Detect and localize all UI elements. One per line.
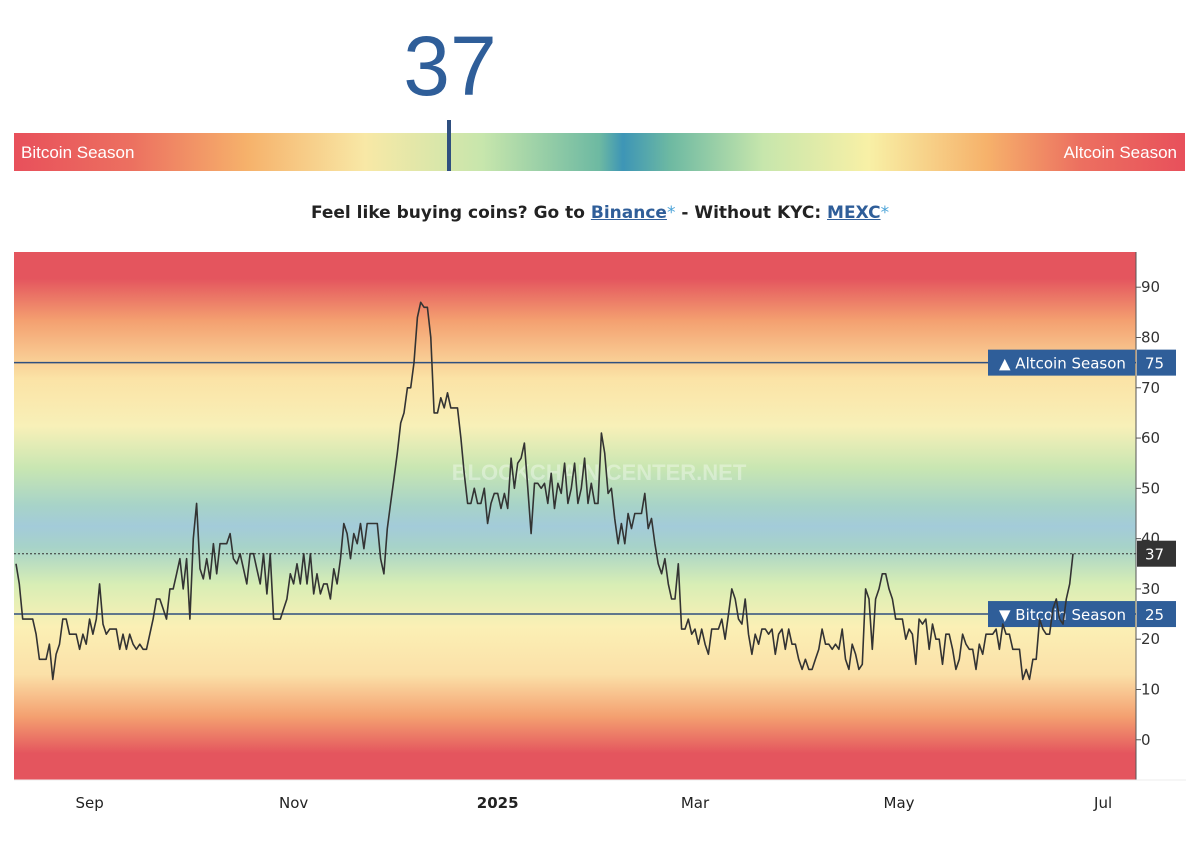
index-series-line	[15, 301, 1074, 681]
y-tick-label: 90	[1141, 278, 1160, 296]
current-value-label: 37	[1145, 546, 1164, 564]
mexc-star: *	[880, 203, 890, 223]
binance-link[interactable]: Binance	[590, 203, 667, 223]
index-value: 37	[403, 19, 497, 113]
promo-text: Feel like buying coins? Go to Binance* -…	[0, 203, 1200, 223]
index-marker	[447, 120, 451, 171]
threshold-value-badge	[1137, 349, 1176, 376]
threshold-value-label: 25	[1145, 606, 1164, 624]
x-tick-label: May	[884, 794, 915, 812]
x-tick-label: 2025	[477, 794, 519, 812]
altcoin-season-label: Altcoin Season	[1063, 143, 1177, 162]
chart-background	[14, 252, 1136, 780]
y-tick-label: 30	[1141, 580, 1160, 598]
threshold-value-label: 75	[1145, 355, 1164, 373]
y-tick-label: 20	[1141, 630, 1160, 648]
x-tick-label: Mar	[681, 794, 710, 812]
threshold-label: ▲ Altcoin Season	[999, 355, 1126, 373]
threshold-value-badge	[1137, 601, 1176, 628]
season-gradient-bar	[14, 133, 1185, 171]
binance-star: *	[666, 203, 676, 223]
bitcoin-season-label: Bitcoin Season	[21, 143, 135, 162]
y-tick-label: 80	[1141, 328, 1160, 346]
season-index-chart: BLOCKCHAIN CENTER.NET0102030405060708090…	[14, 252, 1186, 812]
x-tick-label: Nov	[279, 794, 308, 812]
y-tick-label: 60	[1141, 429, 1160, 447]
y-tick-label: 50	[1141, 479, 1160, 497]
current-value-badge	[1137, 540, 1176, 567]
promo-prefix: Feel like buying coins? Go to	[310, 203, 591, 223]
x-tick-label: Jul	[1093, 794, 1112, 812]
mexc-link[interactable]: MEXC	[827, 203, 881, 223]
promo-middle: - Without KYC:	[675, 203, 828, 223]
y-tick-label: 70	[1141, 379, 1160, 397]
threshold-label: ▼ Bitcoin Season	[999, 606, 1126, 624]
x-tick-label: Sep	[75, 794, 103, 812]
threshold-badge	[988, 349, 1135, 376]
y-tick-label: 0	[1141, 731, 1151, 749]
y-tick-label: 10	[1141, 680, 1160, 698]
